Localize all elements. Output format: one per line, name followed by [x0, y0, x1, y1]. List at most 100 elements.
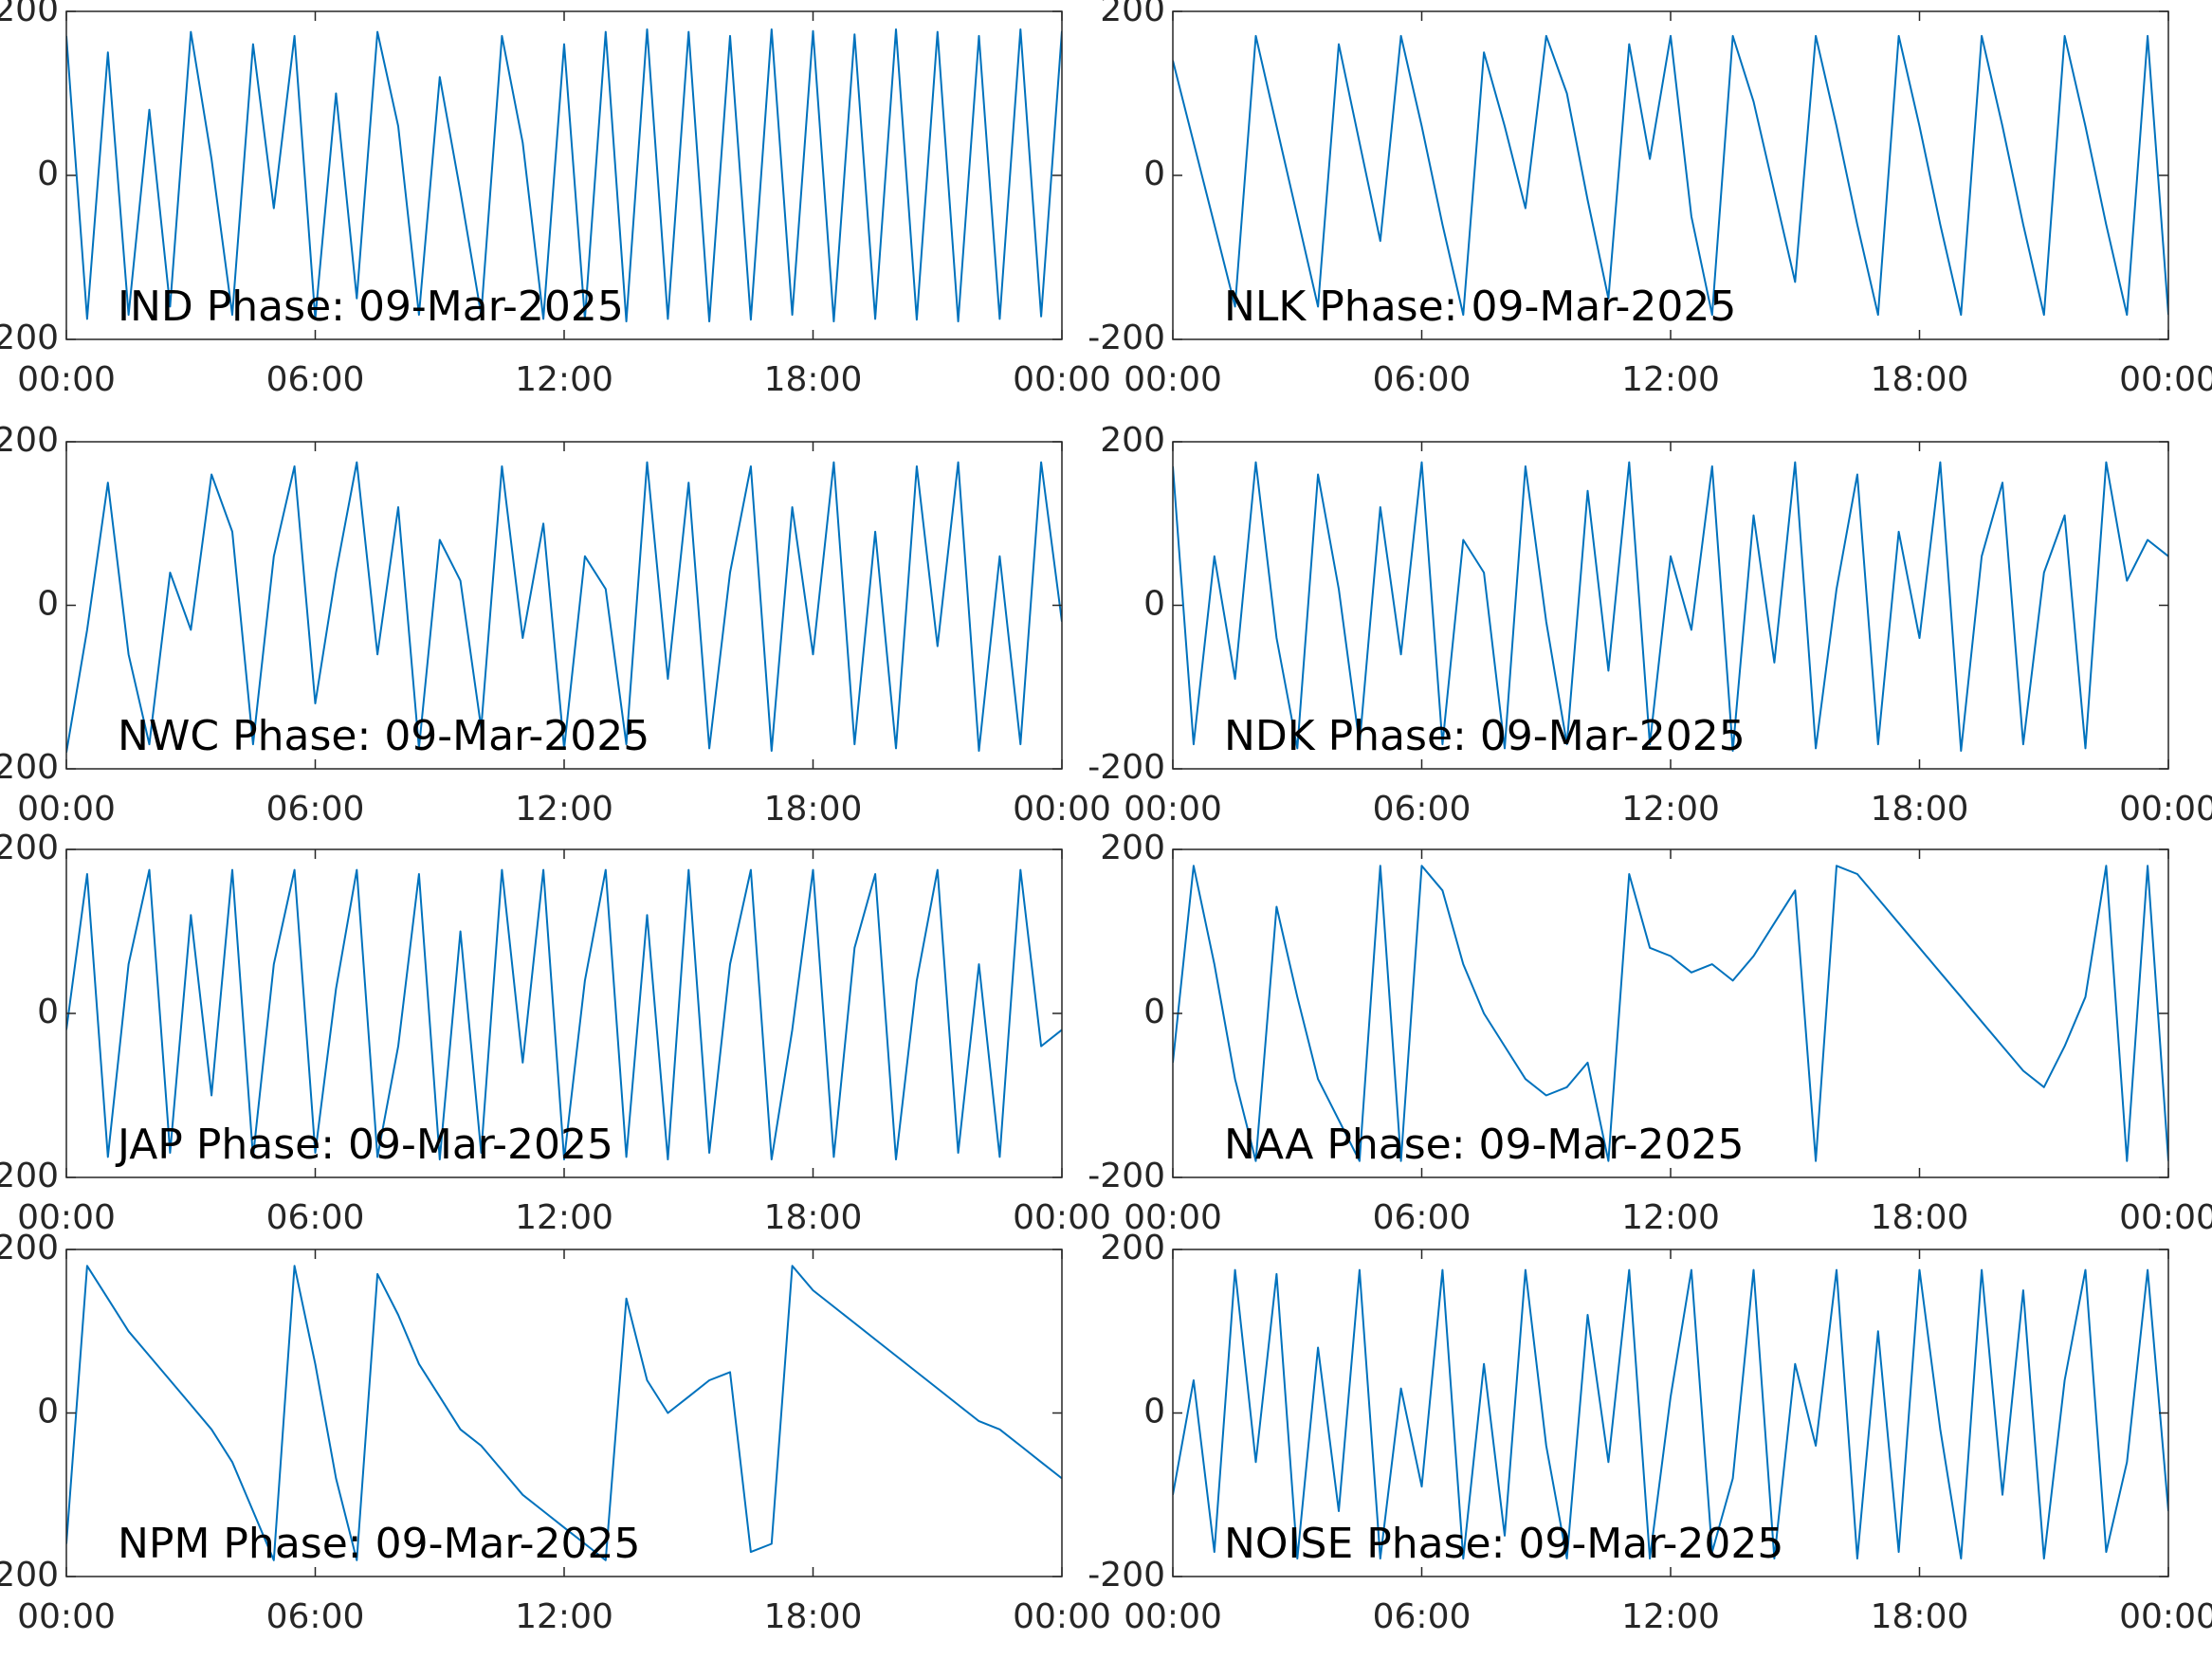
y-tick-label: 0: [1143, 993, 1165, 1031]
annotation: NWC Phase: 09-Mar-2025: [118, 712, 649, 760]
phase-line: [1173, 1268, 2168, 1559]
y-tick-label: 200: [1100, 421, 1165, 460]
x-tick-label: 12:00: [1621, 360, 1720, 399]
y-tick-label: -200: [0, 1556, 59, 1595]
plot-area: [66, 849, 1062, 1177]
x-tick-label: 12:00: [515, 1597, 613, 1636]
x-tick-label: 06:00: [1373, 790, 1472, 829]
x-tick-label: 18:00: [1871, 1597, 1969, 1636]
y-tick-label: -200: [0, 748, 59, 787]
annotation: JAP Phase: 09-Mar-2025: [115, 1121, 613, 1169]
y-tick-label: 0: [1143, 155, 1165, 193]
plot-area: [1173, 849, 2168, 1177]
phase-line: [1173, 865, 2168, 1162]
phase-line: [66, 868, 1062, 1160]
y-tick-label: -200: [0, 1157, 59, 1195]
x-tick-label: 18:00: [764, 1198, 863, 1237]
x-tick-label: 06:00: [266, 790, 365, 829]
x-tick-label: 06:00: [1373, 1198, 1472, 1237]
plot-lines: [1173, 1268, 2168, 1559]
x-tick-label: 00:00: [1013, 1597, 1111, 1636]
annotation: NOISE Phase: 09-Mar-2025: [1224, 1520, 1783, 1568]
x-tick-label: 12:00: [515, 1198, 613, 1237]
y-tick-label: 200: [0, 829, 59, 867]
plot-lines: [66, 461, 1062, 753]
x-tick-label: 00:00: [17, 1198, 116, 1237]
y-tick-label: 200: [1100, 829, 1165, 867]
x-tick-label: 00:00: [2119, 1198, 2212, 1237]
x-tick-label: 18:00: [764, 360, 863, 399]
x-tick-label: 12:00: [515, 360, 613, 399]
y-tick-label: -200: [1088, 1556, 1165, 1595]
phase-line: [66, 28, 1062, 322]
y-tick-label: 200: [1100, 0, 1165, 29]
plot-lines: [1173, 865, 2168, 1162]
plot-area: [1173, 442, 2168, 769]
x-tick-label: 00:00: [17, 360, 116, 399]
x-tick-label: 00:00: [2119, 790, 2212, 829]
y-tick-label: 0: [37, 585, 59, 624]
plot-area: [1173, 11, 2168, 339]
x-tick-label: 00:00: [1013, 360, 1111, 399]
x-tick-label: 00:00: [2119, 360, 2212, 399]
plot-area: [66, 11, 1062, 339]
plot-area: [66, 1249, 1062, 1577]
y-tick-label: 200: [0, 1229, 59, 1267]
x-tick-label: 00:00: [17, 790, 116, 829]
x-tick-label: 12:00: [515, 790, 613, 829]
x-tick-label: 06:00: [266, 360, 365, 399]
annotation: NAA Phase: 09-Mar-2025: [1224, 1121, 1744, 1169]
x-tick-label: 18:00: [1871, 790, 1969, 829]
y-tick-label: 200: [0, 421, 59, 460]
plot-area: [66, 442, 1062, 769]
plot-lines: [66, 1265, 1062, 1561]
phase-line: [1173, 461, 2168, 752]
x-tick-label: 06:00: [1373, 360, 1472, 399]
x-tick-label: 18:00: [764, 790, 863, 829]
x-tick-label: 12:00: [1621, 1597, 1720, 1636]
phase-line: [1173, 34, 2168, 317]
x-tick-label: 00:00: [1124, 790, 1222, 829]
x-tick-label: 00:00: [1013, 1198, 1111, 1237]
y-tick-label: 200: [0, 0, 59, 29]
phase-line: [66, 1265, 1062, 1561]
y-tick-label: 0: [1143, 585, 1165, 624]
x-tick-label: 00:00: [17, 1597, 116, 1636]
x-tick-label: 00:00: [1124, 1597, 1222, 1636]
plot-lines: [1173, 461, 2168, 752]
plot-lines: [66, 868, 1062, 1160]
y-tick-label: 0: [37, 993, 59, 1031]
plot-lines: [66, 28, 1062, 322]
x-tick-label: 00:00: [1013, 790, 1111, 829]
plot-lines: [1173, 34, 2168, 317]
y-tick-label: 0: [37, 1393, 59, 1431]
x-tick-label: 06:00: [266, 1198, 365, 1237]
x-tick-label: 18:00: [1871, 360, 1969, 399]
x-tick-label: 12:00: [1621, 790, 1720, 829]
x-tick-label: 12:00: [1621, 1198, 1720, 1237]
annotation: NPM Phase: 09-Mar-2025: [118, 1520, 641, 1568]
y-tick-label: 0: [37, 155, 59, 193]
y-tick-label: -200: [1088, 1157, 1165, 1195]
y-tick-label: 200: [1100, 1229, 1165, 1267]
y-tick-label: -200: [1088, 748, 1165, 787]
x-tick-label: 18:00: [764, 1597, 863, 1636]
x-tick-label: 06:00: [1373, 1597, 1472, 1636]
y-tick-label: -200: [1088, 319, 1165, 357]
x-tick-label: 06:00: [266, 1597, 365, 1636]
x-tick-label: 00:00: [1124, 360, 1222, 399]
phase-line: [66, 461, 1062, 753]
plot-area: [1173, 1249, 2168, 1577]
x-tick-label: 00:00: [1124, 1198, 1222, 1237]
x-tick-label: 00:00: [2119, 1597, 2212, 1636]
annotation: NDK Phase: 09-Mar-2025: [1224, 712, 1746, 760]
